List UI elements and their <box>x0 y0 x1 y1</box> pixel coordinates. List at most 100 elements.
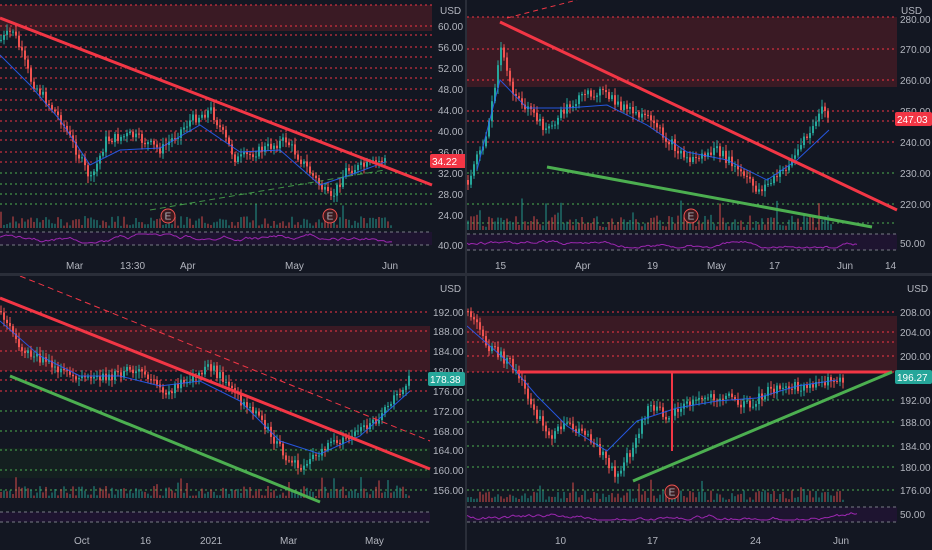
volume-bar <box>626 222 628 230</box>
candle-body <box>728 393 730 396</box>
candle-body <box>587 434 589 436</box>
volume-bar <box>677 215 679 230</box>
chart-canvas-top-right[interactable]: EUSD280.00270.00260.00250.00240.00230.00… <box>467 0 932 273</box>
volume-bar <box>521 495 523 502</box>
volume-bar <box>183 224 185 228</box>
volume-bar <box>473 498 475 502</box>
candle-body <box>243 402 245 406</box>
candle-body <box>743 401 745 408</box>
volume-bar <box>644 491 646 502</box>
volume-bar <box>267 223 269 228</box>
volume-bar <box>237 488 239 498</box>
last-price-label: 247.03 <box>897 115 928 126</box>
candle-body <box>611 466 613 469</box>
volume-bar <box>348 219 350 228</box>
volume-bar <box>42 219 44 228</box>
earnings-event-icon[interactable] <box>683 208 699 224</box>
volume-bar <box>767 492 769 502</box>
candle-body <box>132 131 134 138</box>
volume-bar <box>803 488 805 502</box>
earnings-event-icon[interactable] <box>322 208 338 224</box>
support-trendline[interactable] <box>9 374 321 504</box>
volume-bar <box>258 225 260 228</box>
candle-body <box>656 123 658 128</box>
volume-bar <box>722 217 724 230</box>
volume-bar <box>710 214 712 230</box>
panel-divider-horizontal[interactable] <box>0 273 932 276</box>
volume-bar <box>243 216 245 228</box>
price-axis-tick: 28.00 <box>438 190 463 201</box>
volume-bar <box>150 495 152 498</box>
ascending-support-trendline[interactable] <box>632 370 893 483</box>
chart-panel-top-right[interactable]: EUSD280.00270.00260.00250.00240.00230.00… <box>467 0 932 273</box>
volume-bar <box>219 218 221 228</box>
earnings-event-icon[interactable] <box>160 208 176 224</box>
volume-bar <box>66 222 68 228</box>
volume-bar <box>240 217 242 228</box>
volume-bar <box>135 218 137 228</box>
descending-trendline[interactable] <box>499 20 898 212</box>
volume-bar <box>485 492 487 502</box>
candle-body <box>177 137 179 139</box>
candle-body <box>294 460 296 463</box>
volume-bar <box>132 224 134 228</box>
candle-body <box>72 135 74 142</box>
candle-body <box>740 404 742 408</box>
earnings-event-label: E <box>688 212 695 223</box>
candle-body <box>557 117 559 125</box>
volume-bar <box>713 223 715 230</box>
time-axis-tick: 2021 <box>200 536 223 547</box>
volume-bar <box>761 491 763 502</box>
candle-body <box>767 183 769 185</box>
volume-bar <box>470 216 472 230</box>
volume-bar <box>560 202 562 230</box>
chart-panel-bottom-left[interactable]: USD192.00188.00184.00180.00176.00172.001… <box>0 276 465 550</box>
candle-body <box>536 409 538 419</box>
chart-panel-bottom-right[interactable]: EUSD208.00204.00200.00196.00192.00188.00… <box>467 276 932 550</box>
volume-bar <box>647 497 649 502</box>
candle-body <box>54 366 56 368</box>
candle-body <box>36 88 38 90</box>
candle-body <box>614 466 616 477</box>
candle-body <box>51 105 53 110</box>
dashed-extension-line <box>506 0 578 19</box>
volume-bar <box>378 217 380 228</box>
candle-body <box>665 416 667 420</box>
volume-bar <box>653 217 655 230</box>
chart-canvas-bottom-right[interactable]: EUSD208.00204.00200.00196.00192.00188.00… <box>467 276 932 550</box>
volume-bar <box>240 492 242 498</box>
volume-bar <box>318 489 320 498</box>
candle-body <box>620 470 622 474</box>
candle-body <box>39 88 41 95</box>
candle-body <box>803 384 805 391</box>
chart-canvas-bottom-left[interactable]: USD192.00188.00184.00180.00176.00172.001… <box>0 276 465 550</box>
candle-body <box>267 426 269 430</box>
volume-bar <box>554 214 556 230</box>
volume-bar <box>710 490 712 502</box>
volume-bar <box>252 495 254 498</box>
candle-body <box>273 145 275 149</box>
chart-panel-top-left[interactable]: E E USD 60.00 56.00 52.00 48.00 44.00 40.00 36.00… <box>0 0 465 273</box>
volume-bar <box>12 216 14 228</box>
volume-bar <box>135 488 137 498</box>
candle-body <box>554 124 556 126</box>
descending-trendline[interactable] <box>0 16 433 187</box>
earnings-event-icon[interactable] <box>664 484 680 500</box>
volume-bar <box>138 489 140 498</box>
volume-bar <box>318 219 320 228</box>
volume-bar <box>15 221 17 228</box>
support-trendline[interactable] <box>546 165 873 229</box>
moving-average-line <box>0 54 386 186</box>
time-axis-tick: 19 <box>647 261 659 272</box>
candle-body <box>563 109 565 114</box>
volume-bar <box>72 486 74 498</box>
time-axis-tick: Jun <box>837 261 853 272</box>
chart-canvas-top-left[interactable]: E E USD 60.00 56.00 52.00 48.00 44.00 40.00 36.00… <box>0 0 465 273</box>
price-axis-tick: 40.00 <box>438 127 463 138</box>
descending-trendline[interactable] <box>0 296 431 471</box>
volume-bar <box>590 498 592 502</box>
candle-body <box>405 385 407 390</box>
volume-bar <box>716 226 718 230</box>
currency-label: USD <box>440 6 461 17</box>
candle-body <box>668 141 670 145</box>
